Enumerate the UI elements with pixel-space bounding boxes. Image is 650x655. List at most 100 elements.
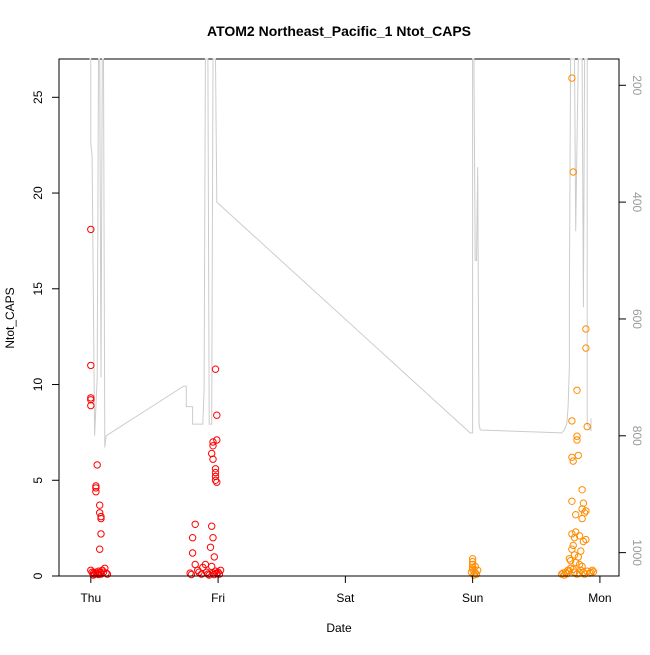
data-point-s1-16 (568, 453, 576, 461)
data-point-s0-13 (97, 530, 105, 538)
data-point-s1-40 (565, 555, 574, 563)
data-point-s1-27 (572, 511, 580, 519)
data-point-s0-2 (87, 394, 95, 402)
data-point-s0-44 (205, 571, 213, 579)
data-point-s0-68 (213, 478, 221, 486)
x-tick-label-fri: Fri (211, 591, 225, 605)
data-point-s1-28 (578, 514, 586, 523)
x-tick-label-sat: Sat (336, 591, 355, 605)
x-tick-label-thu: Thu (80, 591, 101, 605)
data-point-s1-9 (472, 570, 481, 578)
data-point-s0-4 (87, 401, 95, 410)
secondary-series-line-0 (89, 58, 592, 448)
data-point-s0-14 (96, 545, 104, 553)
data-point-s0-67 (211, 476, 220, 484)
data-point-s0-49 (208, 562, 216, 571)
data-point-s1-13 (569, 168, 577, 176)
data-point-s0-47 (206, 543, 215, 551)
data-point-s1-12 (568, 74, 576, 82)
data-point-s1-14 (573, 386, 581, 394)
x-axis-label: Date (326, 621, 352, 635)
data-point-s1-0 (468, 555, 477, 563)
data-point-s0-56 (216, 566, 225, 574)
data-point-s1-35 (569, 541, 577, 550)
y2-tick-label-1000: 1000 (630, 539, 644, 566)
data-point-s0-45 (208, 522, 216, 530)
data-point-s0-5 (93, 461, 101, 469)
data-point-s1-20 (573, 436, 581, 444)
data-point-s1-49 (563, 570, 571, 578)
data-point-s1-65 (582, 325, 590, 333)
data-point-s0-1 (87, 361, 95, 370)
data-point-s0-32 (188, 534, 197, 542)
data-point-s0-48 (210, 553, 219, 561)
data-point-s1-67 (583, 422, 591, 431)
data-point-s0-57 (209, 438, 217, 446)
data-point-s1-42 (572, 558, 580, 567)
y-tick-label-10: 10 (31, 378, 45, 392)
x-tick-label-mon: Mon (588, 591, 611, 605)
y2-tick-label-400: 400 (630, 192, 644, 212)
y-axis: 0 5 10 15 20 25 (31, 90, 60, 579)
data-point-s1-21 (568, 497, 576, 505)
data-point-s1-22 (578, 486, 586, 494)
data-point-s1-66 (582, 344, 590, 352)
data-point-s1-32 (572, 528, 580, 536)
data-point-s0-0 (87, 225, 95, 234)
y-tick-label-20: 20 (31, 186, 45, 200)
data-point-s0-30 (94, 570, 103, 579)
x-axis: Thu Fri Sat Sun Mon (80, 575, 612, 605)
data-point-s0-65 (211, 468, 220, 477)
data-point-s0-31 (191, 520, 199, 528)
data-point-s0-9 (96, 501, 104, 509)
data-point-s1-62 (587, 568, 595, 576)
y2-tick-label-600: 600 (630, 309, 644, 329)
data-point-s0-12 (97, 514, 105, 523)
data-point-s1-18 (574, 451, 582, 460)
data-point-s1-41 (566, 557, 575, 565)
data-point-s1-34 (582, 535, 590, 544)
data-point-s1-24 (578, 505, 586, 513)
data-point-s0-8 (92, 488, 100, 496)
data-point-s0-55 (215, 570, 224, 578)
y-tick-label-15: 15 (31, 282, 45, 296)
data-point-s0-3 (87, 396, 95, 404)
data-point-s0-60 (209, 455, 217, 463)
data-point-s0-58 (209, 442, 217, 450)
data-point-s1-64 (589, 568, 598, 576)
data-point-s1-63 (588, 566, 596, 574)
data-point-s1-31 (575, 532, 584, 540)
data-point-s0-28 (103, 570, 112, 578)
data-point-s1-15 (568, 417, 576, 425)
data-point-s0-33 (188, 549, 197, 557)
y-tick-label-25: 25 (31, 90, 45, 104)
data-point-s0-11 (97, 512, 105, 521)
data-point-s1-17 (569, 457, 577, 465)
data-point-s1-29 (568, 530, 576, 538)
y-tick-label-5: 5 (31, 477, 45, 484)
data-point-s1-30 (570, 534, 579, 542)
y-axis-label: Ntot_CAPS (3, 287, 17, 348)
data-point-s1-50 (564, 566, 572, 574)
y2-tick-label-200: 200 (630, 75, 644, 95)
data-point-s0-64 (211, 465, 220, 473)
data-point-s1-38 (570, 551, 579, 559)
secondary-line-layer (89, 58, 592, 448)
scatter-points-layer (87, 74, 598, 579)
data-point-s1-10 (474, 566, 482, 574)
data-point-s1-19 (573, 432, 581, 440)
data-point-s0-62 (213, 411, 221, 419)
chart-title: ATOM2 Northeast_Pacific_1 Ntot_CAPS (207, 23, 471, 39)
data-point-s1-11 (471, 562, 479, 571)
data-point-s0-7 (92, 484, 100, 492)
plot-frame (58, 58, 620, 577)
y2-tick-label-800: 800 (630, 426, 644, 446)
secondary-y-axis: 200 400 600 800 1000 (618, 75, 644, 566)
data-point-s0-63 (213, 436, 221, 444)
data-point-s0-29 (89, 571, 98, 579)
data-point-s1-26 (582, 507, 590, 515)
data-point-s0-6 (92, 482, 100, 490)
data-point-s0-61 (211, 365, 220, 373)
